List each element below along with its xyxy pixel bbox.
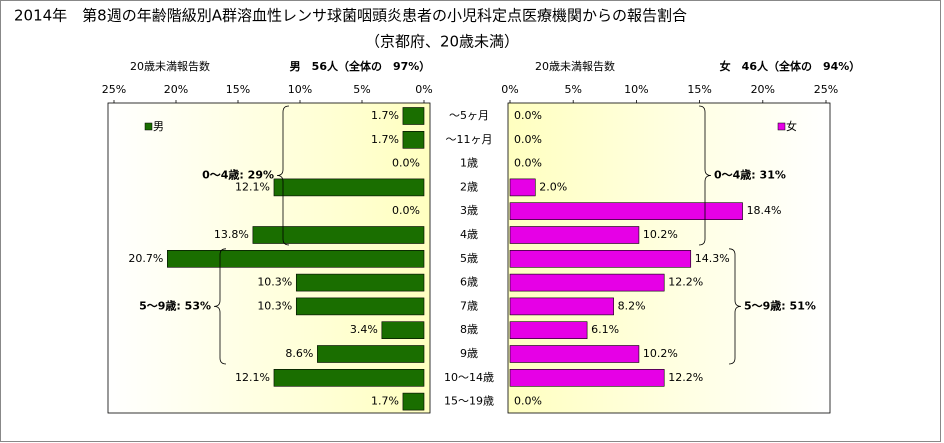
bar (509, 321, 588, 340)
bar (167, 250, 425, 268)
x-tick-label: 5% (564, 83, 581, 96)
value-label: 3.4% (350, 323, 378, 336)
value-label: 8.6% (285, 347, 313, 360)
value-label: 13.8% (214, 228, 249, 241)
value-label: 0.0% (514, 133, 542, 146)
axis-label: 20歳未満報告数 (130, 60, 210, 73)
bar (317, 345, 425, 363)
value-label: 18.4% (747, 204, 782, 217)
category-label: 1歳 (460, 157, 478, 170)
value-label: 20.7% (128, 252, 163, 265)
x-tick-label: 10% (288, 83, 312, 96)
category-label: 8歳 (460, 323, 478, 336)
bar (252, 226, 425, 244)
x-tick-label: 0% (415, 83, 432, 96)
legend-swatch (777, 122, 786, 131)
annotation: 0～4歳: 31% (714, 168, 786, 182)
x-tick-label: 15% (687, 83, 711, 96)
x-tick-label: 0% (501, 83, 518, 96)
value-label: 0.0% (392, 157, 420, 170)
x-tick-label: 25% (102, 83, 126, 96)
value-label: 0.0% (514, 109, 542, 122)
value-label: 2.0% (539, 180, 567, 193)
value-label: 10.2% (643, 347, 678, 360)
value-label: 10.3% (257, 299, 292, 312)
legend-label: 女 (786, 119, 797, 133)
category-label: 2歳 (460, 180, 478, 193)
value-label: 6.1% (591, 323, 619, 336)
x-tick-label: 5% (353, 83, 370, 96)
brace (728, 248, 742, 365)
chart-title: 2014年 第8週の年齢階級別A群溶血性レンサ球菌咽頭炎患者の小児科定点医療機関… (14, 7, 687, 25)
value-label: 1.7% (371, 109, 399, 122)
annotation: 0～4歳: 29% (202, 168, 274, 182)
x-tick-label: 10% (624, 83, 648, 96)
category-label: 5歳 (460, 252, 478, 265)
bar (381, 321, 425, 340)
value-label: 8.2% (618, 299, 646, 312)
brace (213, 248, 227, 365)
value-label: 12.2% (668, 276, 703, 289)
value-label: 0.0% (392, 204, 420, 217)
bar (402, 131, 425, 149)
category-label: 3歳 (460, 204, 478, 217)
x-tick-label: 20% (751, 83, 775, 96)
value-label: 10.2% (643, 228, 678, 241)
value-label: 12.1% (235, 180, 270, 193)
bar (273, 368, 425, 387)
bar (295, 297, 425, 316)
value-label: 14.3% (695, 252, 730, 265)
bar (402, 392, 425, 411)
bar (509, 345, 640, 363)
bar (509, 178, 536, 197)
bar (402, 107, 425, 125)
x-tick-label: 25% (814, 83, 838, 96)
category-label: ～11ヶ月 (446, 133, 493, 146)
category-label: 15～19歳 (444, 395, 494, 408)
panel-header: 男 56人（全体の 97%） (290, 59, 431, 73)
bar (295, 273, 425, 292)
category-label: 7歳 (460, 299, 478, 312)
bar (273, 178, 425, 197)
brace (698, 105, 712, 246)
category-label: 4歳 (460, 228, 478, 241)
value-label: 1.7% (371, 395, 399, 408)
value-label: 12.1% (235, 371, 270, 384)
axis-label: 20歳未満報告数 (535, 60, 615, 73)
bar (509, 226, 640, 244)
category-label: 6歳 (460, 276, 478, 289)
bar (509, 250, 692, 268)
x-tick-label: 20% (164, 83, 188, 96)
annotation: 5～9歳: 53% (139, 298, 211, 312)
value-label: 0.0% (514, 157, 542, 170)
annotation: 5～9歳: 51% (744, 298, 816, 312)
category-label: 10～14歳 (444, 371, 494, 384)
value-label: 12.2% (668, 371, 703, 384)
panel-header: 女 46人（全体の 94%） (720, 59, 861, 73)
brace (276, 105, 290, 246)
value-label: 1.7% (371, 133, 399, 146)
bar (509, 297, 614, 316)
x-tick-label: 15% (226, 83, 250, 96)
bar (509, 368, 665, 387)
bar (509, 273, 665, 292)
value-label: 10.3% (257, 276, 292, 289)
category-label: ～5ヶ月 (449, 109, 489, 122)
legend-swatch (144, 122, 153, 131)
chart-subtitle: （京都府、20歳未満） (365, 33, 519, 51)
legend-label: 男 (153, 120, 164, 133)
value-label: 0.0% (514, 395, 542, 408)
category-label: 9歳 (460, 347, 478, 360)
bar (509, 202, 743, 220)
